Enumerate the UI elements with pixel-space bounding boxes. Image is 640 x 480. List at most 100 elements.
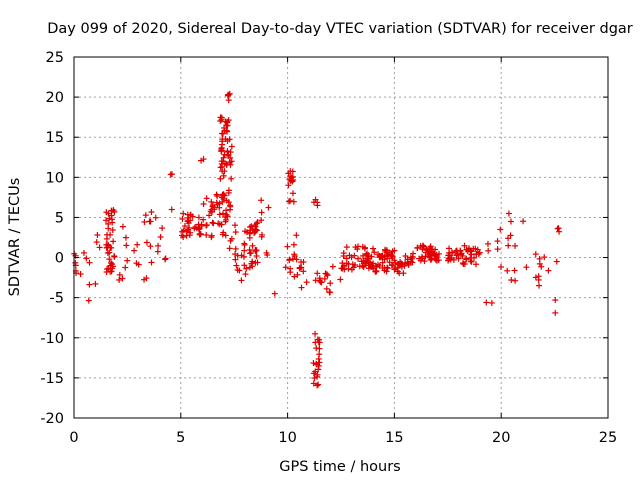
data-point bbox=[193, 225, 200, 232]
x-tick-label: 20 bbox=[492, 430, 510, 446]
data-point bbox=[246, 230, 253, 237]
data-point bbox=[554, 225, 561, 232]
data-point bbox=[360, 252, 367, 259]
data-point bbox=[351, 252, 358, 259]
data-point bbox=[340, 263, 347, 270]
data-point bbox=[375, 251, 382, 258]
data-point bbox=[421, 258, 428, 265]
data-point bbox=[553, 258, 560, 265]
data-point bbox=[409, 259, 416, 266]
data-point bbox=[286, 257, 293, 264]
data-point bbox=[254, 219, 261, 226]
data-point bbox=[220, 172, 227, 179]
data-point bbox=[141, 218, 148, 225]
data-point bbox=[155, 242, 162, 249]
data-point bbox=[474, 246, 481, 253]
data-point bbox=[226, 245, 233, 252]
data-point bbox=[232, 222, 239, 229]
data-point bbox=[104, 250, 111, 257]
data-point bbox=[420, 242, 427, 249]
data-point bbox=[148, 209, 155, 216]
data-point bbox=[146, 218, 153, 225]
data-point bbox=[511, 267, 518, 274]
data-point bbox=[298, 284, 305, 291]
data-point bbox=[142, 212, 149, 219]
data-point bbox=[206, 212, 213, 219]
data-point bbox=[359, 243, 366, 250]
data-point bbox=[452, 248, 459, 255]
chart-title: Day 099 of 2020, Sidereal Day-to-day VTE… bbox=[47, 21, 633, 37]
plot-frame bbox=[73, 56, 609, 419]
data-point bbox=[152, 214, 159, 221]
data-point bbox=[379, 259, 386, 266]
data-point bbox=[225, 152, 232, 159]
data-point bbox=[247, 249, 254, 256]
x-tick-label: 0 bbox=[69, 430, 78, 446]
data-point bbox=[159, 225, 166, 232]
data-point bbox=[208, 208, 215, 215]
data-point bbox=[520, 218, 527, 225]
data-point bbox=[106, 215, 113, 222]
data-point bbox=[223, 161, 230, 168]
data-point bbox=[198, 157, 205, 164]
data-points bbox=[71, 90, 563, 389]
data-point bbox=[463, 256, 470, 263]
data-point bbox=[321, 275, 328, 282]
data-point bbox=[420, 243, 427, 250]
data-point bbox=[291, 251, 298, 258]
data-point bbox=[310, 380, 317, 387]
data-point bbox=[209, 219, 216, 226]
data-point bbox=[532, 251, 539, 258]
data-point bbox=[327, 280, 334, 287]
data-point bbox=[458, 251, 465, 258]
data-point bbox=[405, 260, 412, 267]
data-point bbox=[394, 268, 401, 275]
data-point bbox=[252, 246, 259, 253]
data-point bbox=[316, 277, 323, 284]
data-point bbox=[107, 259, 114, 266]
data-point bbox=[116, 271, 123, 278]
data-point bbox=[178, 232, 185, 239]
x-tick-label: 5 bbox=[176, 430, 185, 446]
data-point bbox=[296, 264, 303, 271]
data-point bbox=[258, 197, 265, 204]
data-point bbox=[234, 266, 241, 273]
data-point bbox=[219, 138, 226, 145]
data-point bbox=[352, 244, 359, 251]
data-point bbox=[184, 218, 191, 225]
data-point bbox=[294, 271, 301, 278]
data-point bbox=[226, 206, 233, 213]
data-point bbox=[184, 211, 191, 218]
y-tick-label: 0 bbox=[55, 251, 64, 267]
data-point bbox=[464, 248, 471, 255]
data-point bbox=[287, 269, 294, 276]
data-point bbox=[348, 266, 355, 273]
data-point bbox=[448, 249, 455, 256]
data-point bbox=[103, 266, 110, 273]
data-point bbox=[381, 253, 388, 260]
data-point bbox=[258, 231, 265, 238]
data-point bbox=[248, 223, 255, 230]
data-point bbox=[195, 214, 202, 221]
data-point bbox=[77, 271, 84, 278]
data-point bbox=[536, 282, 543, 289]
data-point bbox=[360, 264, 367, 271]
data-point bbox=[124, 257, 131, 264]
data-point bbox=[103, 235, 110, 242]
data-point bbox=[216, 211, 223, 218]
data-point bbox=[382, 248, 389, 255]
data-point bbox=[232, 245, 239, 252]
data-point bbox=[508, 277, 515, 284]
data-point bbox=[293, 256, 300, 263]
data-point bbox=[494, 246, 501, 253]
data-point bbox=[535, 276, 542, 283]
data-point bbox=[314, 382, 321, 389]
data-point bbox=[80, 249, 87, 256]
data-point bbox=[450, 256, 457, 263]
y-axis-label: SDTVAR / TECUs bbox=[7, 178, 23, 297]
data-point bbox=[512, 242, 519, 249]
y-tick-label: -15 bbox=[40, 371, 64, 387]
data-point bbox=[314, 199, 321, 206]
data-point bbox=[355, 255, 362, 262]
data-point bbox=[225, 91, 232, 98]
